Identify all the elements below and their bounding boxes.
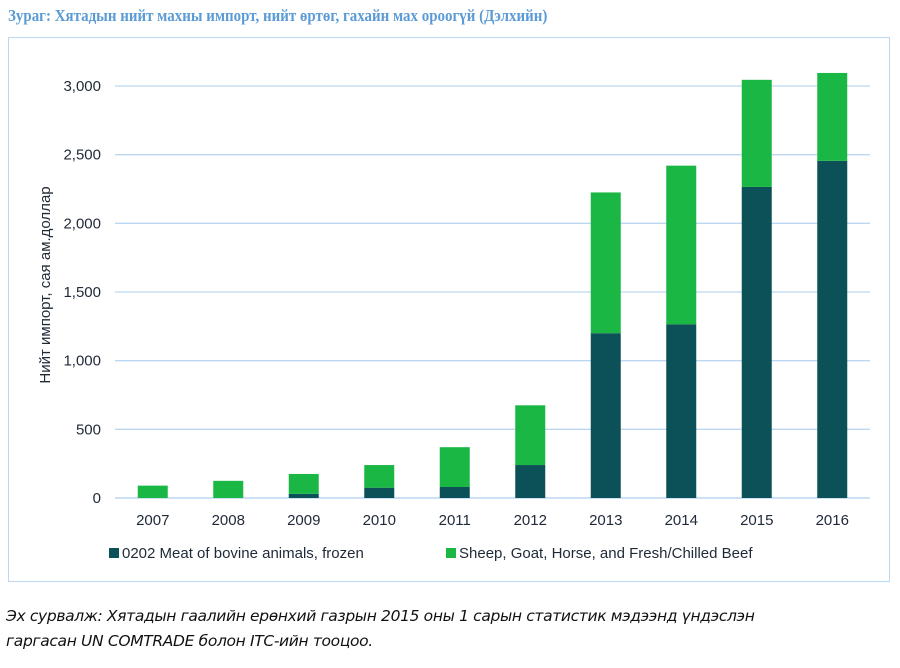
bar-segment-sheep-goat-horse — [364, 465, 395, 488]
y-tick-labels: 0 500 1,000 1,500 2,000 2,500 3,000 — [63, 78, 101, 507]
legend: 0202 Meat of bovine animals, frozen Shee… — [109, 545, 753, 562]
bar-segment-frozen-bovine — [515, 465, 546, 498]
bar-segment-frozen-bovine — [288, 493, 319, 498]
bar-segment-frozen-bovine — [666, 324, 697, 498]
bar-segment-frozen-bovine — [590, 333, 621, 498]
x-tick-label: 2007 — [136, 512, 169, 529]
bar-segment-sheep-goat-horse — [666, 165, 697, 325]
x-tick-label: 2011 — [439, 512, 471, 529]
x-tick-label: 2013 — [589, 512, 622, 529]
bar-segment-frozen-bovine — [439, 487, 470, 498]
bar-segment-frozen-bovine — [741, 186, 772, 498]
legend-label-frozen-bovine: 0202 Meat of bovine animals, frozen — [122, 545, 364, 562]
figure-title: Зураг: Хятадын нийт махны импорт, нийт ө… — [8, 6, 548, 25]
stacked-bar-chart: 0 500 1,000 1,500 2,000 2,500 3,000 Нийт импор… — [37, 72, 870, 562]
bar-segment-sheep-goat-horse — [137, 485, 168, 498]
x-tick-label: 2008 — [212, 512, 245, 529]
bar-segment-sheep-goat-horse — [288, 473, 319, 494]
bars — [137, 72, 848, 498]
bar-segment-sheep-goat-horse — [590, 192, 621, 334]
legend-label-sheep-goat-horse: Sheep, Goat, Horse, and Fresh/Chilled Be… — [459, 545, 753, 562]
y-tick-label: 1,500 — [63, 284, 101, 301]
y-tick-label: 3,000 — [63, 78, 101, 95]
legend-swatch-sheep-goat-horse — [446, 548, 456, 558]
legend-swatch-frozen-bovine — [109, 548, 119, 558]
bar-segment-frozen-bovine — [364, 487, 395, 498]
bar-segment-frozen-bovine — [817, 160, 848, 498]
bar-segment-sheep-goat-horse — [515, 405, 546, 466]
x-tick-label: 2010 — [363, 512, 396, 529]
source-note: Эх сурвалж: Хятадын гаалийн ерөнхий газр… — [6, 604, 896, 654]
source-line-2: гаргасан UN COMTRADE болон ITC-ийн тооцо… — [6, 632, 373, 650]
y-tick-label: 0 — [93, 490, 101, 507]
y-tick-label: 500 — [76, 421, 101, 438]
y-tick-label: 2,000 — [63, 215, 101, 232]
y-tick-label: 2,500 — [63, 147, 101, 164]
y-axis-title: Нийт импорт, сая ам.доллар — [37, 186, 54, 383]
x-tick-label: 2015 — [740, 512, 773, 529]
x-tick-label: 2012 — [514, 512, 547, 529]
bar-segment-sheep-goat-horse — [817, 72, 848, 161]
bar-segment-sheep-goat-horse — [741, 79, 772, 187]
source-line-1: Эх сурвалж: Хятадын гаалийн ерөнхий газр… — [6, 607, 755, 625]
y-tick-label: 1,000 — [63, 353, 101, 370]
x-tick-label: 2014 — [665, 512, 698, 529]
x-tick-label: 2016 — [816, 512, 849, 529]
bar-segment-sheep-goat-horse — [213, 480, 244, 498]
x-tick-labels: 2007 2008 2009 2010 2011 2012 2013 2014 2015 2016 — [136, 512, 849, 529]
bar-segment-sheep-goat-horse — [439, 447, 470, 488]
x-tick-label: 2009 — [287, 512, 320, 529]
chart-frame — [8, 37, 890, 582]
